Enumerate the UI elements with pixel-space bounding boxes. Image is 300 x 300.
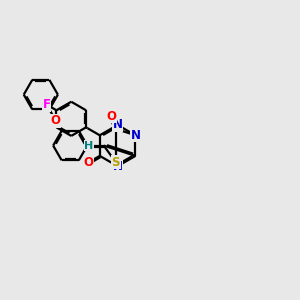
- Text: F: F: [43, 98, 51, 111]
- Text: N: N: [130, 129, 140, 142]
- Text: S: S: [112, 156, 120, 169]
- Text: N: N: [112, 160, 123, 173]
- Text: H: H: [84, 141, 94, 151]
- Text: O: O: [51, 114, 61, 127]
- Text: N: N: [112, 118, 123, 131]
- Text: O: O: [107, 110, 117, 123]
- Text: O: O: [83, 156, 93, 169]
